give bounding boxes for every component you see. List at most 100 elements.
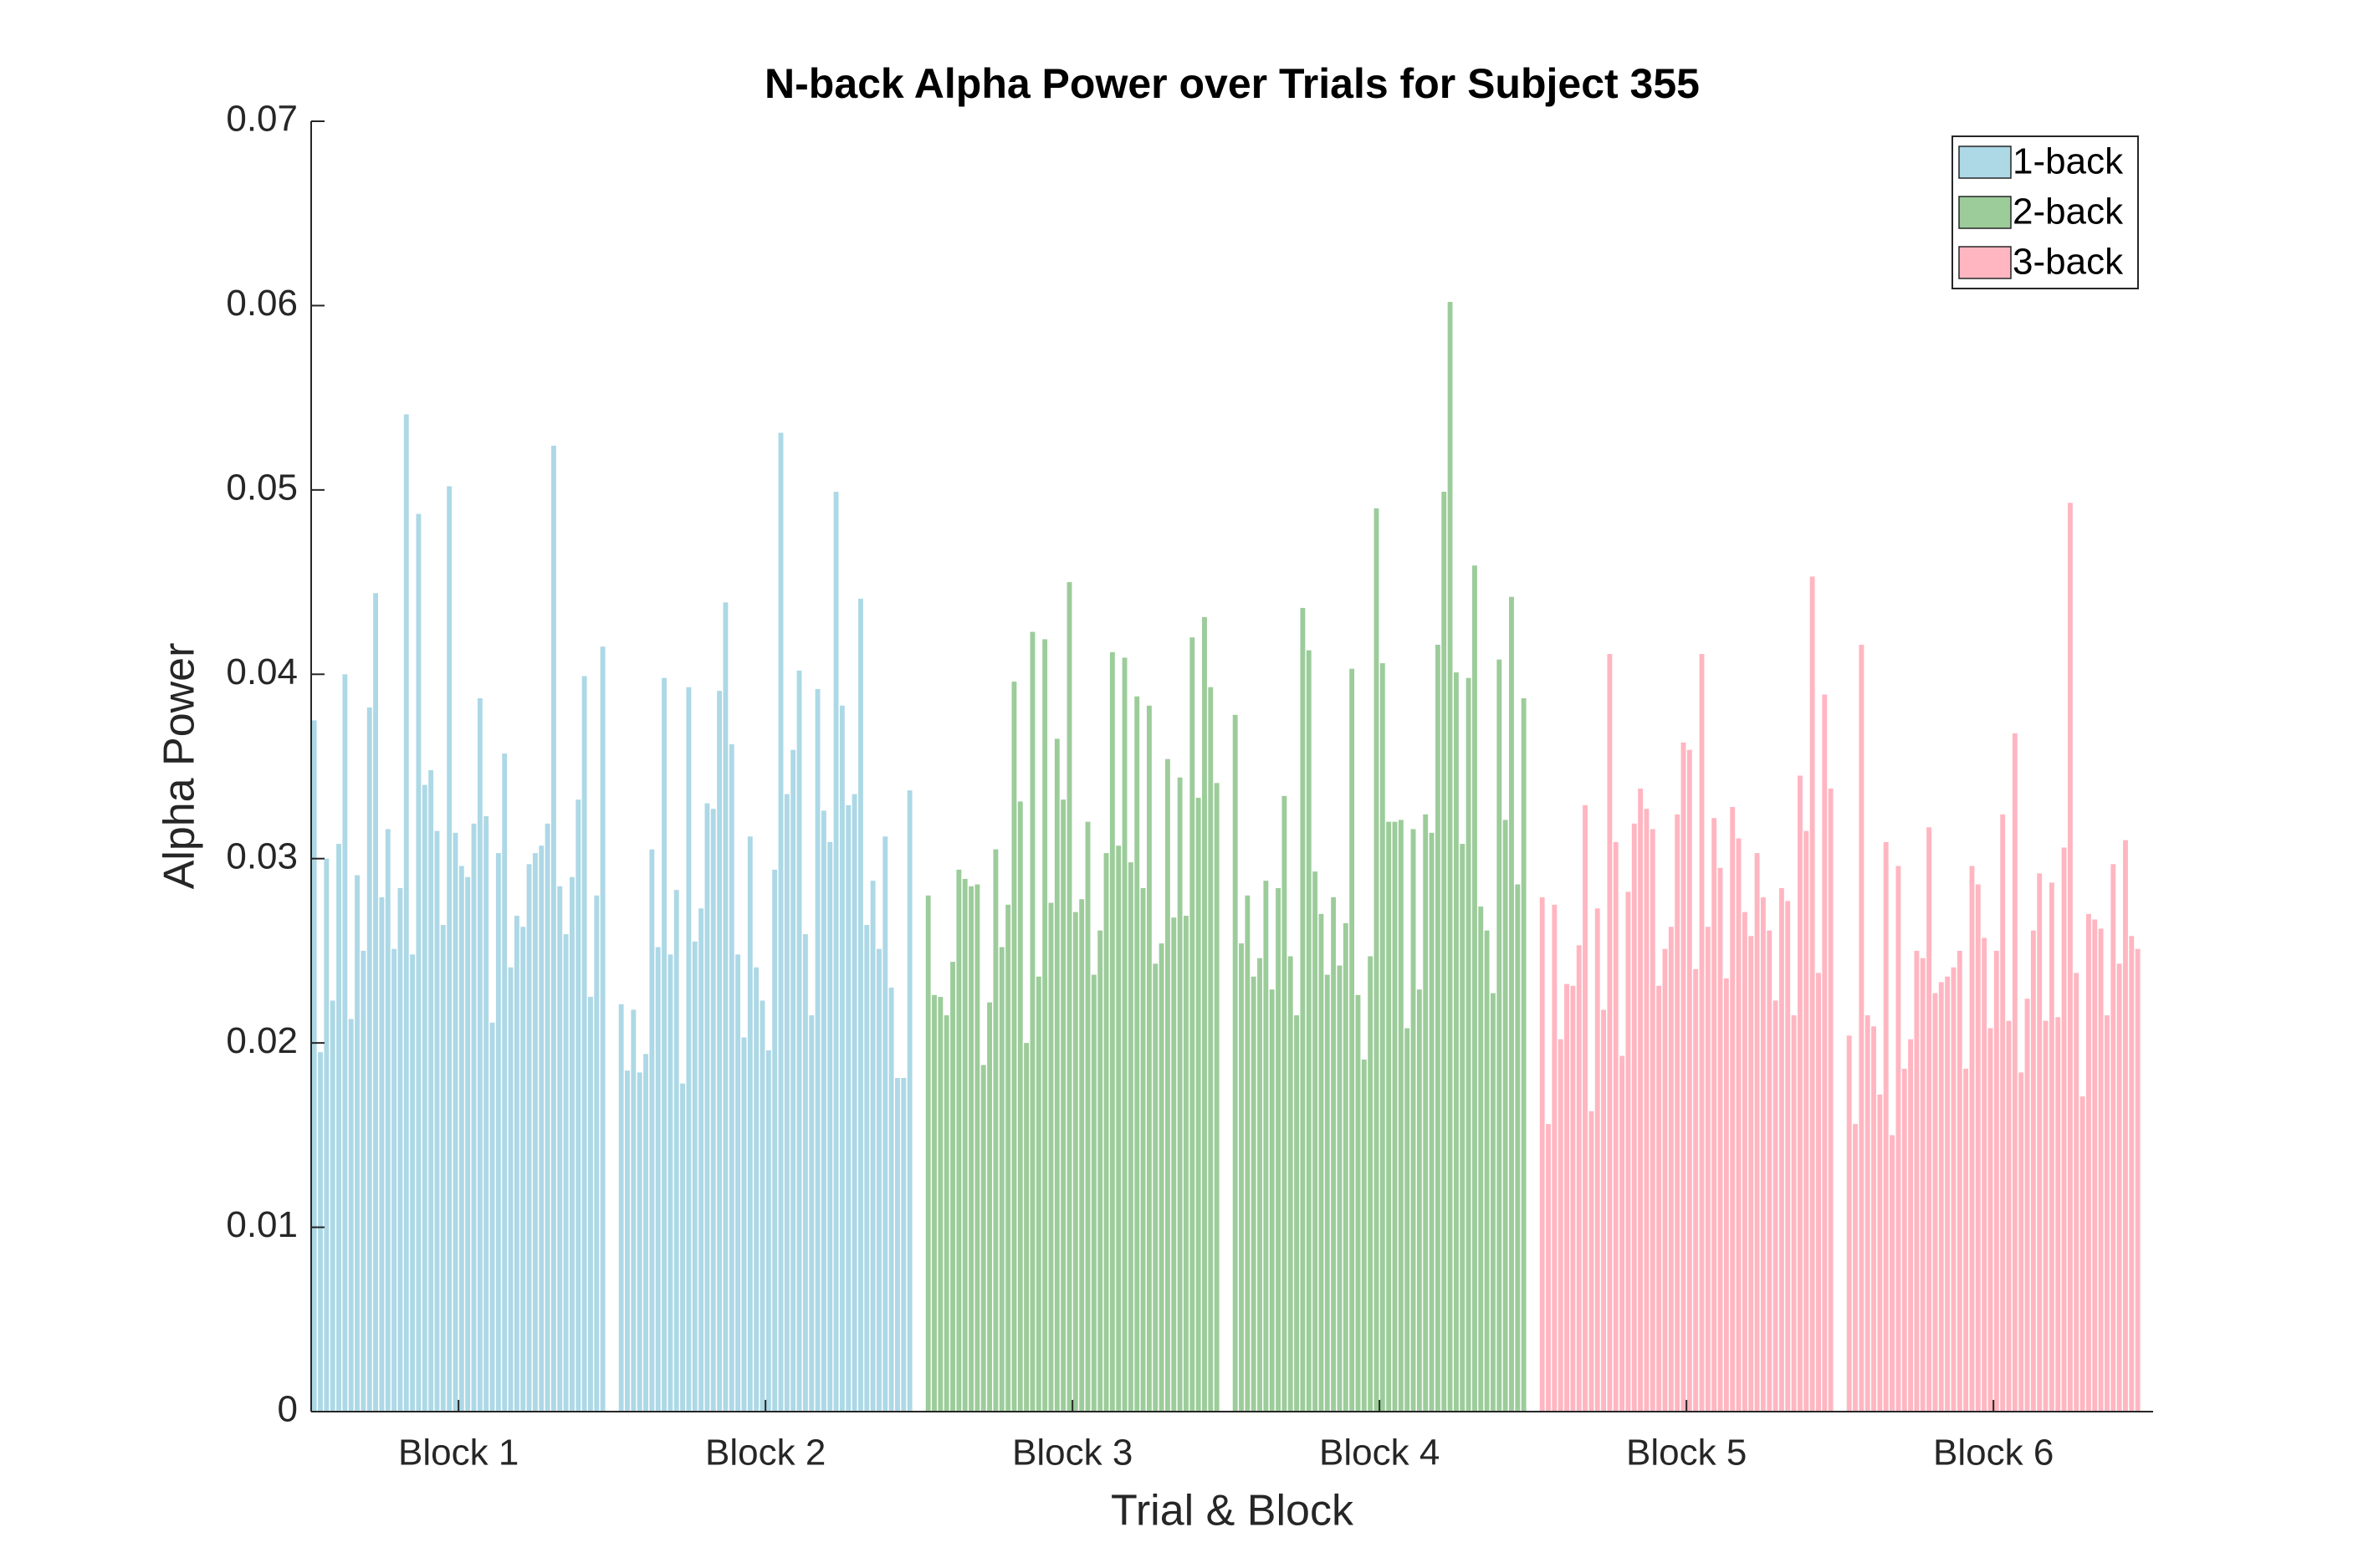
- bars: [311, 302, 2141, 1412]
- bar: [729, 744, 734, 1412]
- bar: [827, 841, 833, 1412]
- bar: [575, 799, 581, 1412]
- bar: [950, 962, 955, 1412]
- bar: [1588, 1111, 1594, 1412]
- bar: [1742, 912, 1747, 1412]
- bar: [1208, 687, 1214, 1412]
- bar: [1159, 943, 1164, 1412]
- bar: [1460, 844, 1466, 1412]
- bar: [440, 925, 446, 1412]
- bar: [1932, 993, 1938, 1412]
- bar: [839, 705, 845, 1412]
- bar: [944, 1015, 949, 1412]
- bar: [1607, 654, 1613, 1412]
- bar: [1453, 672, 1459, 1412]
- bar: [1901, 1069, 1907, 1412]
- bar: [2105, 1015, 2110, 1412]
- bar: [1908, 1039, 1914, 1412]
- bar: [2092, 919, 2098, 1412]
- bar: [1803, 830, 1809, 1412]
- bar: [846, 804, 852, 1412]
- bar: [821, 810, 826, 1412]
- bar: [1515, 884, 1521, 1412]
- bar: [1349, 668, 1355, 1412]
- y-tick-label: 0.07: [226, 99, 298, 140]
- bar: [888, 988, 894, 1412]
- bar: [723, 602, 729, 1412]
- bar: [1447, 302, 1453, 1412]
- bar: [1613, 841, 1619, 1412]
- bar: [969, 886, 974, 1412]
- bar: [477, 697, 483, 1412]
- bar: [1312, 871, 1318, 1412]
- bar: [1993, 950, 1999, 1412]
- bar: [1638, 788, 1644, 1412]
- x-tick-label: Block 5: [1626, 1433, 1747, 1474]
- bar: [495, 853, 501, 1412]
- bar: [520, 927, 526, 1412]
- bar: [1963, 1069, 1969, 1412]
- bar: [1189, 637, 1195, 1412]
- bar: [1202, 616, 1207, 1412]
- bar: [1324, 974, 1330, 1412]
- bar: [1656, 985, 1662, 1412]
- bar: [673, 890, 679, 1412]
- bar: [686, 687, 692, 1412]
- bar: [1926, 827, 1932, 1412]
- bar: [1300, 607, 1306, 1412]
- bar: [1429, 832, 1435, 1412]
- bar: [680, 1083, 686, 1412]
- bar: [877, 948, 882, 1412]
- bar: [1017, 801, 1023, 1412]
- chart-title: N-back Alpha Power over Trials for Subje…: [765, 60, 1700, 107]
- bar: [1957, 950, 1962, 1412]
- bar: [1239, 943, 1244, 1412]
- y-tick-label: 0.04: [226, 651, 298, 692]
- bar: [1791, 1015, 1797, 1412]
- bar: [1711, 818, 1717, 1412]
- bar: [1287, 956, 1293, 1412]
- legend-swatch: [1958, 246, 2012, 279]
- bar: [2000, 814, 2006, 1412]
- bar: [882, 836, 888, 1412]
- bar: [563, 934, 569, 1412]
- bar: [483, 816, 489, 1412]
- bar: [489, 1022, 495, 1412]
- bar: [1257, 958, 1262, 1412]
- bar: [1036, 976, 1041, 1412]
- bar: [311, 720, 317, 1412]
- bar: [2018, 1072, 2024, 1412]
- y-tick-label: 0.03: [226, 835, 298, 876]
- bar: [336, 844, 341, 1412]
- bar: [539, 845, 545, 1412]
- bar: [391, 948, 397, 1412]
- bar: [925, 895, 931, 1412]
- bar: [1146, 705, 1152, 1412]
- bar: [570, 876, 575, 1412]
- bar: [2012, 733, 2018, 1412]
- bar: [1318, 913, 1324, 1412]
- bar: [765, 1050, 771, 1412]
- bar: [581, 676, 587, 1412]
- bar: [1785, 901, 1791, 1412]
- bar: [1699, 654, 1705, 1412]
- bar: [1404, 1028, 1410, 1412]
- bar: [1343, 922, 1348, 1412]
- bar: [1938, 982, 1944, 1412]
- bar: [932, 994, 937, 1412]
- bar: [735, 954, 741, 1412]
- bar: [790, 749, 796, 1412]
- bar: [361, 950, 366, 1412]
- bar: [1410, 829, 1416, 1412]
- bar: [342, 674, 348, 1412]
- bar: [1987, 1028, 1993, 1412]
- y-axis-label: Alpha Power: [156, 643, 204, 890]
- bar: [397, 887, 403, 1412]
- bar: [655, 947, 661, 1412]
- bar: [434, 830, 440, 1412]
- bar: [1392, 821, 1398, 1412]
- bar: [1546, 1124, 1551, 1412]
- bar: [1331, 897, 1337, 1412]
- bar: [1895, 866, 1901, 1412]
